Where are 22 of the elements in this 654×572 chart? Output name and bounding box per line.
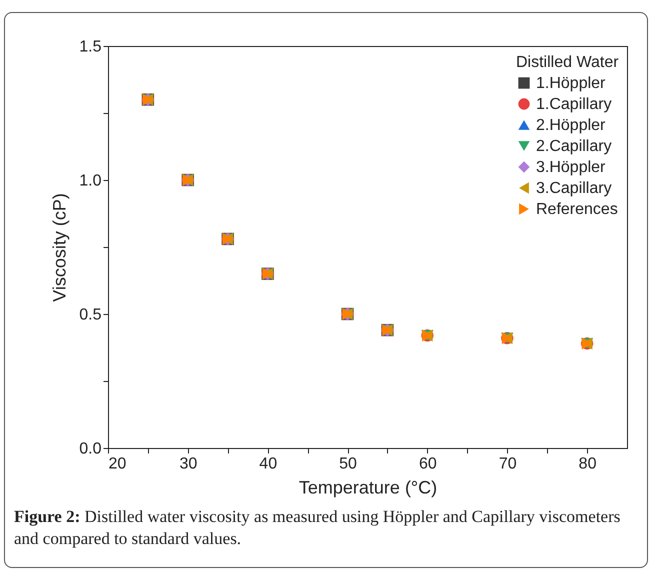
y-tick-label: 1.0 xyxy=(79,172,102,190)
legend-title: Distilled Water xyxy=(516,54,620,71)
legend-label: 2.Capillary xyxy=(536,138,612,155)
x-tick-label: 40 xyxy=(259,456,278,472)
legend-label: 3.Capillary xyxy=(536,180,612,197)
legend-label: References xyxy=(536,201,618,218)
y-tick-label: 1.5 xyxy=(79,38,102,56)
x-tick-label: 60 xyxy=(418,456,437,472)
legend-label: 2.Höppler xyxy=(536,117,606,134)
y-axis-title: Viscosity (cP) xyxy=(49,193,70,302)
legend-label: 3.Höppler xyxy=(536,159,606,176)
legend-label: 1.Capillary xyxy=(536,96,612,113)
caption: Figure 2: Distilled water viscosity as measured using Höppler and Capillary viscometers and compared to standard values. xyxy=(14,506,622,550)
x-tick-label: 50 xyxy=(339,456,358,472)
x-tick-label: 70 xyxy=(498,456,517,472)
x-tick-label: 20 xyxy=(108,456,126,472)
y-tick-label: 0.0 xyxy=(79,440,102,458)
legend-label: 1.Höppler xyxy=(536,75,606,92)
x-tick-label: 30 xyxy=(179,456,198,472)
x-axis-title: Temperature (°C) xyxy=(298,478,438,498)
x-tick-label: 80 xyxy=(578,456,597,472)
y-tick-label: 0.5 xyxy=(79,306,102,324)
